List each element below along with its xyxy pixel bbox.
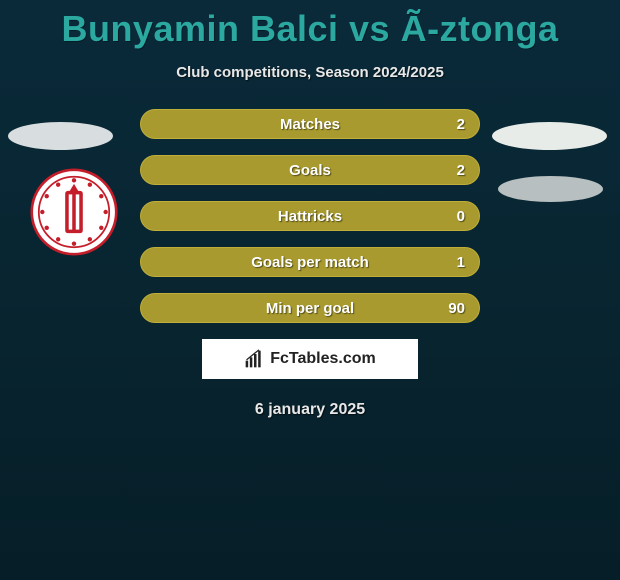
stat-row-matches: Matches 2 — [140, 109, 480, 139]
stat-label: Matches — [280, 116, 340, 133]
stat-row-hattricks: Hattricks 0 — [140, 201, 480, 231]
stat-value: 0 — [457, 208, 465, 225]
date-text: 6 january 2025 — [0, 401, 620, 419]
club-badge-icon — [30, 168, 118, 256]
stat-label: Hattricks — [278, 208, 342, 225]
stat-row-min-per-goal: Min per goal 90 — [140, 293, 480, 323]
stat-row-goals-per-match: Goals per match 1 — [140, 247, 480, 277]
stat-value: 90 — [448, 300, 465, 317]
branding-box: FcTables.com — [202, 339, 418, 379]
bar-chart-icon — [244, 349, 264, 369]
left-oval-placeholder — [8, 122, 113, 150]
stat-value: 2 — [457, 162, 465, 179]
right-bottom-oval-placeholder — [498, 176, 603, 202]
club-badge — [30, 168, 118, 256]
stat-row-goals: Goals 2 — [140, 155, 480, 185]
stat-value: 2 — [457, 116, 465, 133]
right-top-oval-placeholder — [492, 122, 607, 150]
stat-value: 1 — [457, 254, 465, 271]
branding-text: FcTables.com — [270, 350, 376, 368]
stat-label: Goals — [289, 162, 331, 179]
stat-label: Goals per match — [251, 254, 369, 271]
page-title: Bunyamin Balci vs Ã-ztonga — [0, 0, 620, 50]
subtitle: Club competitions, Season 2024/2025 — [0, 64, 620, 81]
stat-label: Min per goal — [266, 300, 354, 317]
